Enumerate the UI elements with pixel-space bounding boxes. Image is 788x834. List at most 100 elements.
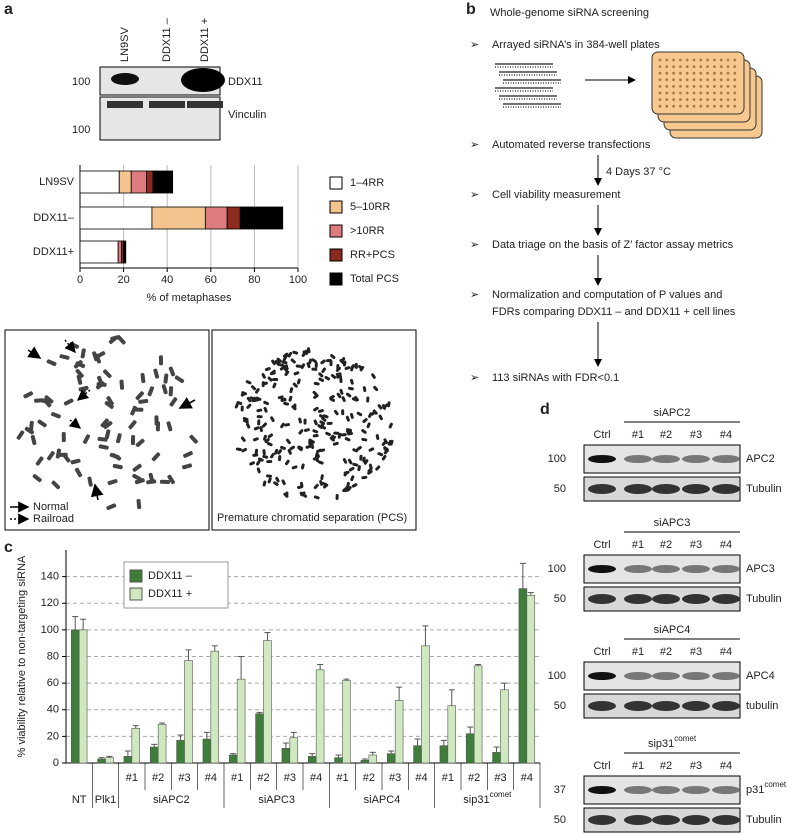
well <box>658 98 662 101</box>
well <box>726 65 730 68</box>
bar <box>281 748 291 764</box>
chromosome <box>158 355 164 366</box>
chromosome <box>288 395 293 402</box>
well <box>692 85 696 88</box>
group-label: sip31comet <box>463 790 512 806</box>
chromosome <box>366 422 371 429</box>
bar <box>413 745 422 764</box>
chromosome <box>240 436 246 442</box>
chromosome <box>256 408 263 413</box>
bar <box>368 754 378 764</box>
chromosome <box>61 432 66 443</box>
well <box>692 58 696 62</box>
chromosome <box>57 452 68 457</box>
well <box>713 91 716 95</box>
well <box>658 58 662 62</box>
well <box>665 71 669 75</box>
chromosome <box>336 363 340 370</box>
chromosome <box>373 385 379 392</box>
legend-swatch <box>129 569 143 583</box>
well <box>685 78 689 82</box>
well <box>672 71 675 75</box>
x-tick-label: #1 <box>336 772 348 784</box>
well <box>658 65 662 68</box>
chromosome <box>95 351 106 359</box>
x-tick-label: #4 <box>205 772 217 784</box>
chromosome <box>312 429 319 434</box>
x-tick-label: #2 <box>152 772 164 784</box>
workflow-step: FDRs comparing DDX11 – and DDX11 + cell … <box>492 306 736 318</box>
well <box>665 78 669 82</box>
well <box>658 91 662 95</box>
chromosome <box>352 448 359 453</box>
lane-label: #4 <box>720 760 732 772</box>
chromosome <box>255 460 261 466</box>
chromosome <box>23 391 34 399</box>
well <box>699 98 703 101</box>
arrow <box>90 483 104 501</box>
well <box>699 85 703 88</box>
chromosome <box>298 429 304 435</box>
size-marker: 100 <box>548 453 566 465</box>
well <box>726 58 730 62</box>
micrograph-caption: Premature chromatid separation (PCS) <box>217 512 407 524</box>
band <box>682 484 710 494</box>
bar <box>360 760 370 764</box>
well <box>699 104 703 108</box>
arrow-dotted <box>76 389 91 401</box>
x-tick-label: 0 <box>77 274 83 286</box>
group-label: siAPC2 <box>153 794 190 806</box>
legend-box <box>123 561 229 609</box>
chromosome <box>37 419 47 428</box>
plate <box>651 51 745 115</box>
chromosome <box>240 405 244 412</box>
band <box>712 455 740 463</box>
well <box>699 78 703 82</box>
band <box>624 484 652 494</box>
chromosome <box>342 488 349 493</box>
chromosome <box>311 358 317 363</box>
chromosome <box>310 443 315 449</box>
chromosome <box>322 414 329 419</box>
chromosome <box>267 376 273 382</box>
band <box>588 672 616 680</box>
bar <box>263 640 272 764</box>
band <box>652 815 680 825</box>
bar <box>342 680 351 764</box>
chromosome <box>313 394 319 399</box>
chromosome <box>280 422 285 429</box>
chromosome <box>388 422 393 429</box>
well <box>665 98 669 101</box>
band <box>588 594 616 604</box>
workflow-step: Automated reverse transfections <box>492 139 651 151</box>
chromosome <box>283 492 289 498</box>
well <box>719 65 723 68</box>
chromosome <box>132 463 142 472</box>
chromosome <box>361 475 368 480</box>
well <box>679 58 682 62</box>
category-label: DDX11+ <box>33 246 74 258</box>
legend-label: DDX11 – <box>148 570 193 582</box>
chromosome <box>277 449 283 455</box>
chromosome <box>168 386 174 397</box>
chromosome <box>235 447 242 452</box>
chromosome <box>350 475 355 482</box>
well <box>713 104 716 108</box>
well <box>713 71 716 75</box>
well <box>699 91 703 95</box>
chromosome <box>321 416 327 422</box>
well <box>706 104 709 108</box>
legend-label: 5–10RR <box>350 201 390 213</box>
chromosome <box>321 367 327 373</box>
chromosome <box>234 402 239 409</box>
band <box>624 672 652 680</box>
chromosome <box>280 397 287 403</box>
x-tick-label: #2 <box>363 772 375 784</box>
chromosome <box>148 472 155 483</box>
group-label: siAPC4 <box>364 794 401 806</box>
blot-label: Tubulin <box>746 483 782 495</box>
band <box>181 68 225 92</box>
blot-label: DDX11 <box>228 76 263 88</box>
well <box>706 91 709 95</box>
band <box>107 101 143 108</box>
